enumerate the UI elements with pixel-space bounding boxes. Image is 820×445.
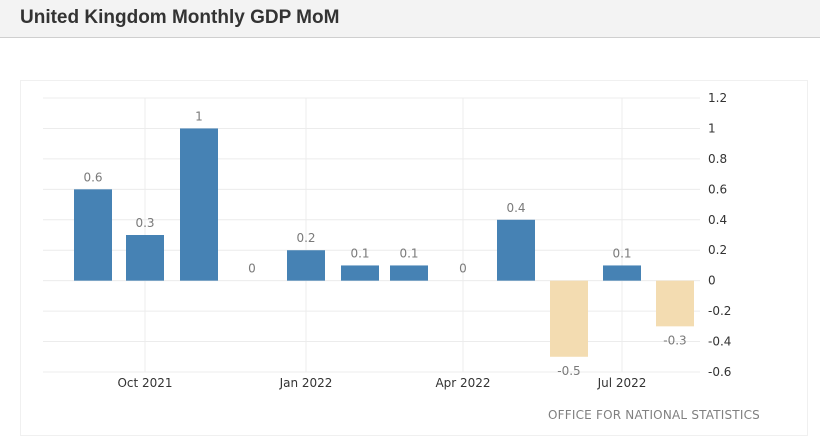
y-axis: 1.2 1 0.8 0.6 0.4 0.2 0 -0.2 -0.4 -0.6 (708, 91, 731, 379)
y-tick-label: 0.8 (708, 152, 727, 166)
bar-mar-2022[interactable] (390, 265, 428, 281)
chart-card (20, 80, 808, 436)
y-tick-label: 0.2 (708, 243, 727, 257)
data-label: 0.2 (296, 231, 315, 245)
y-tick-label: 0.4 (708, 213, 727, 227)
data-label: 0.1 (350, 246, 369, 260)
data-label: 0.3 (135, 216, 154, 230)
bar-nov-2021[interactable] (180, 128, 218, 281)
x-tick-label: Jan 2022 (279, 376, 333, 390)
y-tick-label: 0.6 (708, 182, 727, 196)
bar-feb-2022[interactable] (341, 265, 379, 281)
x-axis: Oct 2021 Jan 2022 Apr 2022 Jul 2022 (117, 376, 646, 390)
data-label: 0 (248, 262, 256, 276)
y-tick-label: -0.6 (708, 365, 731, 379)
data-label: 0 (459, 262, 467, 276)
y-tick-label: -0.4 (708, 335, 731, 349)
y-tick-label: 1.2 (708, 91, 727, 105)
x-tick-label: Oct 2021 (117, 376, 172, 390)
bars (74, 128, 694, 357)
data-label: 0.4 (506, 201, 525, 215)
x-tick-label: Jul 2022 (597, 376, 647, 390)
y-tick-label: 0 (708, 274, 716, 288)
data-label: -0.5 (557, 364, 580, 378)
bar-aug-2022[interactable] (656, 280, 694, 327)
title-bar: United Kingdom Monthly GDP MoM (0, 0, 820, 38)
bar-sep-2021[interactable] (74, 189, 112, 281)
bar-jan-2022[interactable] (287, 250, 325, 281)
data-label: 0.6 (83, 170, 102, 184)
data-label: 0.1 (399, 246, 418, 260)
source-label: OFFICE FOR NATIONAL STATISTICS (548, 408, 760, 422)
bar-jul-2022[interactable] (603, 265, 641, 281)
y-tick-label: 1 (708, 121, 716, 135)
data-label: 0.1 (612, 246, 631, 260)
x-tick-label: Apr 2022 (435, 376, 490, 390)
page-title: United Kingdom Monthly GDP MoM (20, 7, 340, 28)
data-label: -0.3 (663, 333, 686, 347)
bar-may-2022[interactable] (497, 219, 535, 281)
data-label: 1 (195, 109, 203, 123)
y-tick-label: -0.2 (708, 304, 731, 318)
bar-oct-2021[interactable] (126, 235, 164, 281)
data-labels: 0.6 0.3 1 0 0.2 0.1 0.1 0 0.4 -0.5 0.1 -0.3 (83, 109, 686, 377)
bar-jun-2022[interactable] (550, 280, 588, 357)
